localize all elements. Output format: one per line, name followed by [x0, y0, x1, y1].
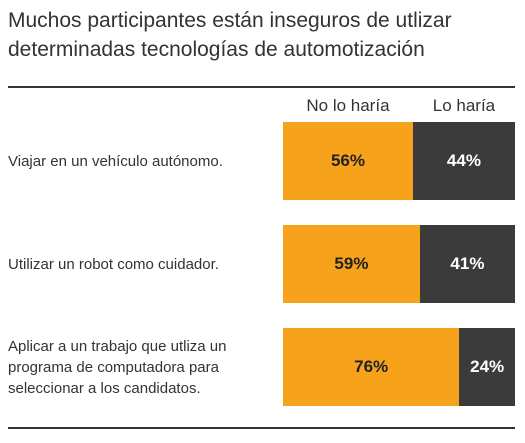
chart-title: Muchos participantes están inseguros de …: [8, 9, 452, 61]
top-rule: [8, 86, 515, 88]
bar-segment: [283, 122, 413, 200]
category-label: Utilizar un robot como cuidador.: [8, 255, 219, 273]
value-label: 24%: [470, 357, 505, 376]
value-label: 44%: [446, 151, 481, 170]
bar-segment: [459, 328, 515, 406]
bottom-rule: [8, 427, 515, 429]
legend-label: Lo haría: [432, 96, 496, 115]
legend-label: No lo haría: [306, 96, 390, 115]
category-label: Viajar en un vehículo autónomo.: [8, 152, 223, 170]
bar-segment: [283, 328, 460, 406]
category-label: Aplicar a un trabajo que utliza un progr…: [8, 337, 227, 397]
value-label: 41%: [450, 254, 485, 273]
value-label: 76%: [354, 357, 389, 376]
value-label: 56%: [330, 151, 365, 170]
bar-segment: [283, 225, 420, 303]
bar-segment: [412, 122, 515, 200]
bar-segment: [419, 225, 515, 303]
value-label: 59%: [334, 254, 369, 273]
